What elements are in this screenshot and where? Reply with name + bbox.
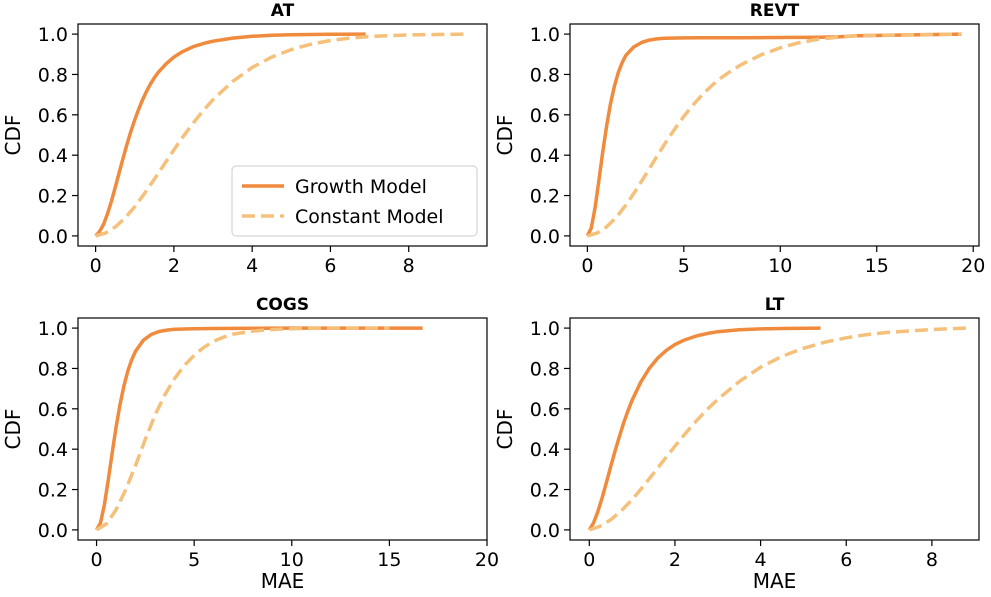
legend-label: Growth Model: [295, 176, 427, 198]
series-growth-model: [587, 326, 821, 531]
y-tick-label: 0.8: [530, 358, 560, 380]
series-growth-model: [94, 32, 366, 238]
subplot-title: COGS: [256, 295, 309, 315]
y-axis-label: CDF: [493, 409, 517, 450]
x-tick-label: 10: [280, 549, 304, 571]
legend: Growth Model Constant Model: [231, 165, 478, 237]
y-tick-label: 0.2: [530, 186, 560, 208]
x-tick-label: 8: [403, 255, 415, 277]
x-axis-label: MAE: [753, 569, 797, 593]
series-constant-model: [95, 326, 390, 532]
x-tick-label: 6: [324, 255, 336, 277]
x-tick-label: 20: [475, 549, 499, 571]
x-tick-label: 15: [865, 255, 889, 277]
y-tick-label: 0.0: [530, 226, 560, 248]
y-tick-label: 1.0: [38, 24, 68, 46]
x-tick-label: 4: [246, 255, 258, 277]
subplot-title: LT: [765, 295, 785, 315]
series-constant-model: [588, 326, 967, 532]
x-tick-label: 5: [188, 549, 200, 571]
y-tick-label: 0.2: [530, 480, 560, 502]
y-tick-label: 1.0: [38, 318, 68, 340]
x-tick-label: 10: [768, 255, 792, 277]
x-tick-label: 0: [583, 549, 595, 571]
y-tick-label: 1.0: [530, 24, 560, 46]
x-tick-label: 4: [755, 549, 767, 571]
y-tick-label: 0.8: [38, 64, 68, 86]
y-axis-label: CDF: [493, 115, 517, 156]
plot-frame: [77, 23, 488, 247]
y-tick-label: 0.0: [38, 520, 68, 542]
legend-box: [231, 165, 478, 237]
series-growth-model: [585, 32, 962, 237]
series-constant-model: [95, 32, 468, 238]
y-tick-label: 0.6: [38, 105, 68, 127]
plot-frame: [569, 317, 980, 541]
y-tick-label: 0.8: [530, 64, 560, 86]
subplot-title: REVT: [750, 1, 800, 21]
series-growth-model: [94, 326, 423, 531]
y-tick-label: 0.2: [38, 480, 68, 502]
y-tick-label: 0.8: [38, 358, 68, 380]
subplot-cogs: 0 5 10 15 20 0.0 0.2 0.4 0.6 0.8 1.0 COGS CDF MAE: [1, 295, 499, 593]
x-tick-label: 5: [678, 255, 690, 277]
subplot-title: AT: [271, 1, 295, 21]
y-tick-label: 0.4: [38, 145, 68, 167]
y-tick-label: 0.0: [38, 226, 68, 248]
x-tick-label: 2: [168, 255, 180, 277]
y-tick-label: 0.6: [38, 399, 68, 421]
x-tick-label: 6: [840, 549, 852, 571]
legend-label: Constant Model: [295, 206, 444, 228]
x-tick-label: 8: [926, 549, 938, 571]
y-tick-label: 0.6: [530, 105, 560, 127]
y-tick-label: 0.4: [38, 439, 68, 461]
subplot-lt: 0 2 4 6 8 0.0 0.2 0.4 0.6 0.8 1.0 LT CDF MAE: [493, 295, 980, 593]
y-tick-label: 0.4: [530, 439, 560, 461]
y-tick-label: 1.0: [530, 318, 560, 340]
y-tick-label: 0.2: [38, 186, 68, 208]
y-axis-label: CDF: [1, 409, 25, 450]
y-tick-label: 0.0: [530, 520, 560, 542]
x-tick-label: 15: [377, 549, 401, 571]
y-tick-label: 0.4: [530, 145, 560, 167]
series-constant-model: [586, 32, 962, 238]
subplot-revt: 0 5 10 15 20 0.0 0.2 0.4 0.6 0.8 1.0 REVT CDF: [493, 1, 985, 277]
x-tick-label: 0: [90, 255, 102, 277]
plot-frame: [77, 317, 488, 541]
x-tick-label: 0: [581, 255, 593, 277]
x-tick-label: 20: [961, 255, 985, 277]
x-tick-label: 2: [669, 549, 681, 571]
plot-frame: [569, 23, 980, 247]
x-tick-label: 0: [90, 549, 102, 571]
y-tick-label: 0.6: [530, 399, 560, 421]
subplot-at: 0 2 4 6 8 0.0 0.2 0.4 0.6 0.8 1.0 AT CDF Growth Model…: [1, 1, 488, 277]
x-axis-label: MAE: [261, 569, 305, 593]
y-axis-label: CDF: [1, 115, 25, 156]
